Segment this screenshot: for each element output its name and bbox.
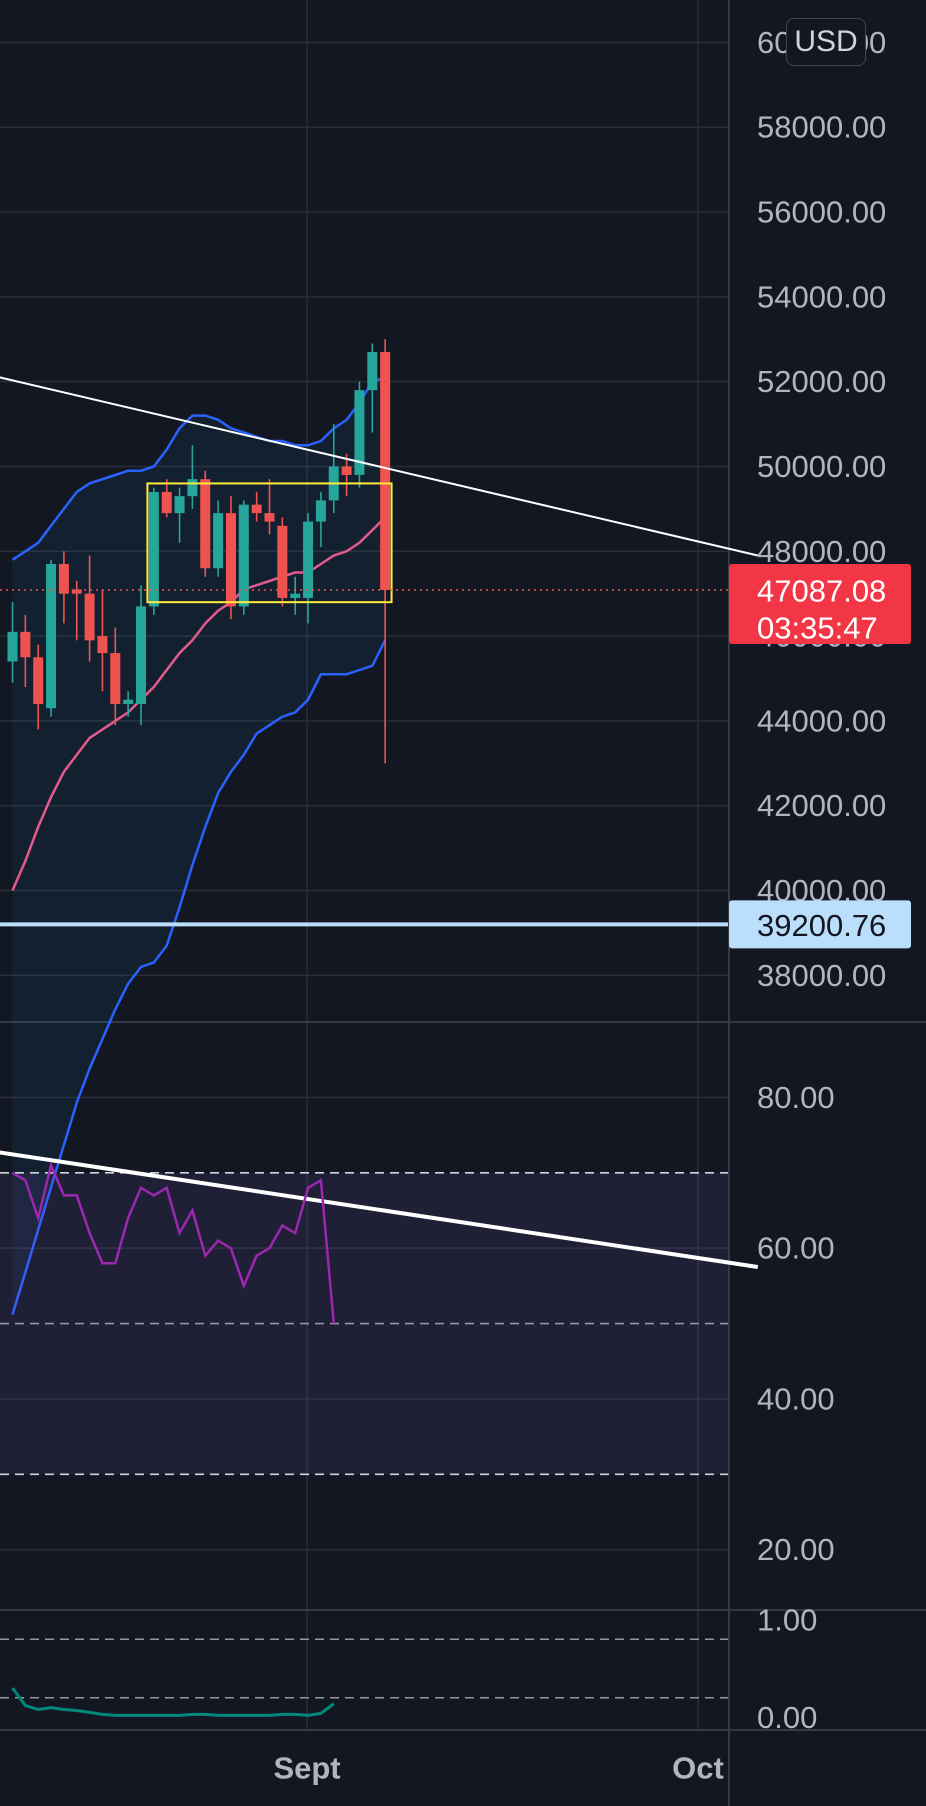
rsi-panel[interactable] bbox=[0, 1139, 759, 1476]
candle[interactable] bbox=[161, 479, 172, 518]
candle[interactable] bbox=[187, 445, 198, 509]
time-tick-label: Sept bbox=[273, 1751, 340, 1786]
bollinger-upper-line bbox=[11, 376, 386, 561]
candle[interactable] bbox=[225, 496, 236, 620]
price-tick-label: 42000.00 bbox=[757, 788, 886, 823]
candle[interactable] bbox=[367, 343, 378, 433]
candle[interactable] bbox=[303, 513, 314, 624]
stochastic-line bbox=[11, 1687, 335, 1717]
price-tick-label: 38000.00 bbox=[757, 958, 886, 993]
price-axis[interactable]: 60000.0058000.0056000.0054000.0052000.00… bbox=[729, 25, 911, 1735]
candle-body bbox=[315, 500, 326, 522]
candle[interactable] bbox=[84, 555, 95, 662]
price-tick-label: 50000.00 bbox=[757, 449, 886, 484]
candle[interactable] bbox=[380, 339, 391, 764]
candle[interactable] bbox=[238, 500, 249, 615]
candle[interactable] bbox=[46, 559, 57, 717]
candle-body bbox=[71, 589, 82, 594]
candle[interactable] bbox=[174, 487, 185, 543]
candle[interactable] bbox=[71, 580, 82, 641]
candle[interactable] bbox=[97, 589, 108, 692]
price-tick-label: 58000.00 bbox=[757, 110, 886, 145]
candle[interactable] bbox=[110, 627, 121, 726]
candle-body bbox=[136, 606, 146, 704]
rsi-tick-label: 20.00 bbox=[757, 1532, 835, 1567]
candle[interactable] bbox=[200, 470, 211, 577]
candle[interactable] bbox=[136, 585, 146, 726]
rsi-trendline[interactable] bbox=[0, 1139, 759, 1269]
candle-body bbox=[123, 699, 134, 704]
consolidation-box[interactable] bbox=[146, 482, 393, 604]
stochastic-panel[interactable] bbox=[0, 1638, 728, 1717]
stochastic-tick-label: 1.00 bbox=[757, 1602, 817, 1637]
price-tick-label: 56000.00 bbox=[757, 195, 886, 230]
candle-body bbox=[84, 593, 95, 641]
candle-body bbox=[7, 631, 18, 662]
price-tick-label: 52000.00 bbox=[757, 364, 886, 399]
candle-body bbox=[367, 351, 378, 391]
candle-body bbox=[200, 479, 211, 569]
candle[interactable] bbox=[7, 602, 18, 683]
candle[interactable] bbox=[20, 614, 31, 687]
last-price-value: 47087.08 bbox=[757, 574, 886, 609]
candle-body bbox=[161, 491, 172, 514]
candle[interactable] bbox=[148, 487, 159, 615]
rsi-tick-label: 40.00 bbox=[757, 1381, 835, 1416]
candle-body bbox=[213, 513, 224, 569]
candle[interactable] bbox=[354, 381, 365, 488]
candle[interactable] bbox=[251, 491, 262, 522]
bollinger-basis-line bbox=[11, 516, 386, 891]
rsi-tick-label: 60.00 bbox=[757, 1231, 835, 1266]
candle[interactable] bbox=[277, 517, 288, 607]
candle[interactable] bbox=[290, 576, 301, 615]
candle-body bbox=[380, 351, 391, 591]
candle-body bbox=[58, 564, 69, 594]
candle-body bbox=[238, 504, 249, 607]
candle[interactable] bbox=[213, 500, 224, 577]
rsi-line bbox=[11, 1161, 336, 1324]
candle-body bbox=[303, 521, 314, 598]
candle[interactable] bbox=[33, 644, 44, 730]
price-tick-label: 44000.00 bbox=[757, 703, 886, 738]
candle-countdown: 03:35:47 bbox=[757, 611, 878, 646]
candle-body bbox=[110, 653, 121, 704]
candle-body bbox=[277, 525, 288, 598]
candle-body bbox=[33, 657, 44, 704]
candle[interactable] bbox=[341, 453, 352, 497]
candle-body bbox=[251, 504, 262, 514]
candle-body bbox=[341, 466, 352, 475]
candle[interactable] bbox=[123, 691, 134, 717]
candle-body bbox=[187, 479, 198, 497]
candle-body bbox=[46, 564, 57, 709]
price-tick-label: 48000.00 bbox=[757, 534, 886, 569]
candle-body bbox=[225, 513, 236, 607]
horizontal-level-badge-bg bbox=[729, 900, 911, 949]
candle[interactable] bbox=[315, 491, 326, 548]
horizontal-level-value: 39200.76 bbox=[757, 908, 886, 943]
candle[interactable] bbox=[58, 551, 69, 624]
candle-body bbox=[264, 513, 275, 522]
currency-button[interactable]: USD bbox=[786, 18, 866, 66]
price-trendline[interactable] bbox=[0, 356, 759, 557]
bollinger-lower-line bbox=[11, 639, 387, 1315]
stochastic-tick-label: 0.00 bbox=[757, 1700, 817, 1735]
candle-body bbox=[97, 636, 108, 654]
candle-body bbox=[354, 390, 365, 475]
rsi-tick-label: 80.00 bbox=[757, 1080, 835, 1115]
time-axis[interactable]: Sept Oct bbox=[273, 1751, 723, 1786]
price-panel[interactable] bbox=[0, 339, 759, 1315]
price-tick-label: 54000.00 bbox=[757, 279, 886, 314]
last-price-badge-bg bbox=[729, 564, 911, 645]
candle-body bbox=[20, 631, 31, 658]
candle-body bbox=[148, 491, 159, 607]
candle-body bbox=[290, 593, 301, 598]
candle[interactable] bbox=[264, 479, 275, 535]
time-tick-label: Oct bbox=[672, 1751, 724, 1786]
candle-body bbox=[174, 496, 185, 514]
horizontal-level-badge[interactable]: 39200.76 bbox=[729, 900, 911, 949]
